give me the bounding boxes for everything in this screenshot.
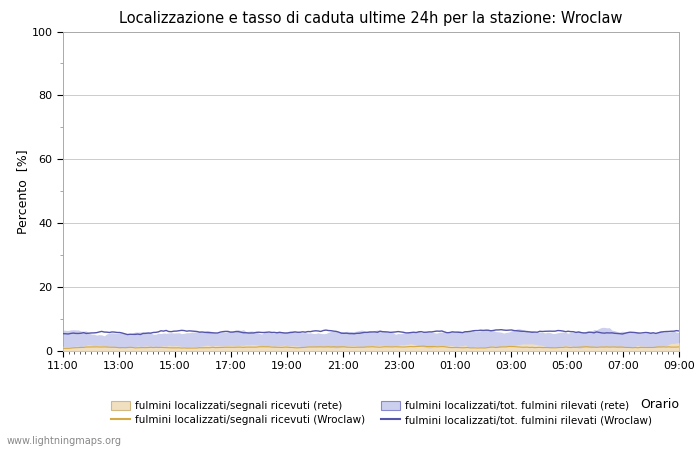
Title: Localizzazione e tasso di caduta ultime 24h per la stazione: Wroclaw: Localizzazione e tasso di caduta ultime …: [119, 11, 623, 26]
Text: www.lightningmaps.org: www.lightningmaps.org: [7, 436, 122, 446]
Text: Orario: Orario: [640, 398, 679, 411]
Legend: fulmini localizzati/segnali ricevuti (rete), fulmini localizzati/segnali ricevut: fulmini localizzati/segnali ricevuti (re…: [111, 401, 652, 425]
Y-axis label: Percento  [%]: Percento [%]: [16, 149, 29, 234]
